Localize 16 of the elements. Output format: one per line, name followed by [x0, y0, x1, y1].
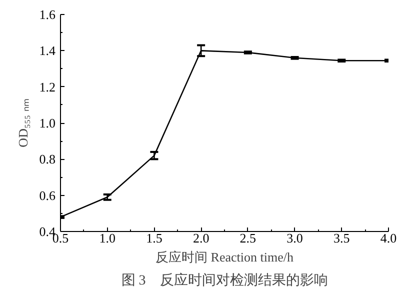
- y-tick-label: 1.0: [39, 116, 56, 130]
- x-tick-label: 2.5: [240, 230, 256, 246]
- x-tick-label: 1.5: [146, 230, 162, 246]
- x-tick-label: 2.0: [192, 230, 210, 246]
- x-tick-label: 3.0: [286, 230, 303, 246]
- x-tick-label: 1.0: [99, 230, 116, 246]
- y-tick-label: 0.8: [39, 152, 56, 167]
- x-axis-title: 反应时间 Reaction time/h: [156, 250, 294, 264]
- y-tick-label: 0.6: [39, 188, 56, 203]
- y-tick-label: 1.2: [39, 79, 56, 94]
- y-axis-title: OD₅₅₅ ₙₘ: [15, 98, 30, 148]
- y-tick-label: 1.6: [39, 7, 56, 22]
- y-tick-label: 1.4: [39, 43, 56, 58]
- x-tick-label: 3.5: [334, 230, 350, 246]
- x-tick-label: 4.0: [380, 230, 397, 246]
- caption: 图 3 反应时间对检测结果的影响: [121, 272, 328, 288]
